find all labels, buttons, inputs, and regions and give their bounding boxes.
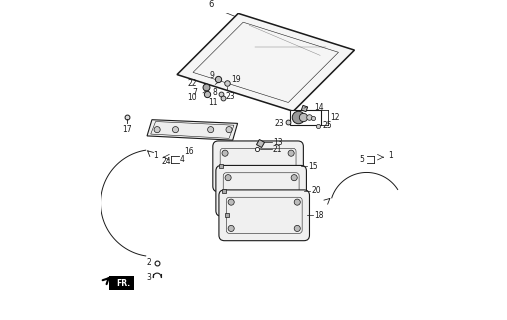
Text: 13: 13 xyxy=(273,138,282,147)
Circle shape xyxy=(291,201,297,207)
FancyBboxPatch shape xyxy=(216,165,306,216)
Text: 1: 1 xyxy=(153,151,158,160)
Text: 20: 20 xyxy=(312,186,321,195)
FancyBboxPatch shape xyxy=(109,276,133,290)
FancyBboxPatch shape xyxy=(220,148,296,184)
Circle shape xyxy=(226,127,232,133)
Circle shape xyxy=(291,175,297,181)
FancyBboxPatch shape xyxy=(223,173,299,209)
Circle shape xyxy=(228,199,234,205)
Text: 19: 19 xyxy=(232,75,241,84)
Polygon shape xyxy=(147,120,238,140)
Text: 17: 17 xyxy=(122,125,131,134)
Text: 14: 14 xyxy=(315,102,324,111)
Text: 2: 2 xyxy=(146,258,151,267)
Polygon shape xyxy=(290,110,321,125)
Circle shape xyxy=(154,127,160,133)
Circle shape xyxy=(294,225,300,231)
Text: 3: 3 xyxy=(146,273,151,282)
Text: 23: 23 xyxy=(274,119,284,128)
FancyBboxPatch shape xyxy=(213,141,303,192)
Circle shape xyxy=(288,150,294,156)
FancyBboxPatch shape xyxy=(219,190,309,241)
Circle shape xyxy=(228,225,234,231)
Text: 1: 1 xyxy=(388,151,393,160)
Text: 4: 4 xyxy=(179,155,185,164)
Text: 21: 21 xyxy=(273,145,282,154)
Text: 9: 9 xyxy=(210,71,214,80)
Circle shape xyxy=(288,176,294,183)
Circle shape xyxy=(225,175,231,181)
Text: 8: 8 xyxy=(212,88,218,97)
Text: 6: 6 xyxy=(208,0,213,9)
Circle shape xyxy=(207,127,214,133)
Text: 10: 10 xyxy=(188,93,197,102)
FancyBboxPatch shape xyxy=(226,197,302,233)
Circle shape xyxy=(294,199,300,205)
Polygon shape xyxy=(177,13,354,111)
Text: 15: 15 xyxy=(309,162,318,171)
Text: 23: 23 xyxy=(226,92,236,101)
Text: 18: 18 xyxy=(315,211,324,220)
Text: 12: 12 xyxy=(330,113,340,122)
Text: 7: 7 xyxy=(192,88,197,97)
Circle shape xyxy=(172,127,178,133)
Text: 11: 11 xyxy=(208,98,218,107)
Polygon shape xyxy=(193,22,339,102)
Text: 25: 25 xyxy=(322,122,332,131)
Circle shape xyxy=(222,150,228,156)
Text: 5: 5 xyxy=(359,155,364,164)
Text: 16: 16 xyxy=(185,147,194,156)
Text: 24: 24 xyxy=(162,157,171,166)
Text: FR.: FR. xyxy=(116,279,130,288)
Circle shape xyxy=(225,201,231,207)
Polygon shape xyxy=(151,122,234,138)
Circle shape xyxy=(222,176,228,183)
Text: 22: 22 xyxy=(188,79,197,88)
